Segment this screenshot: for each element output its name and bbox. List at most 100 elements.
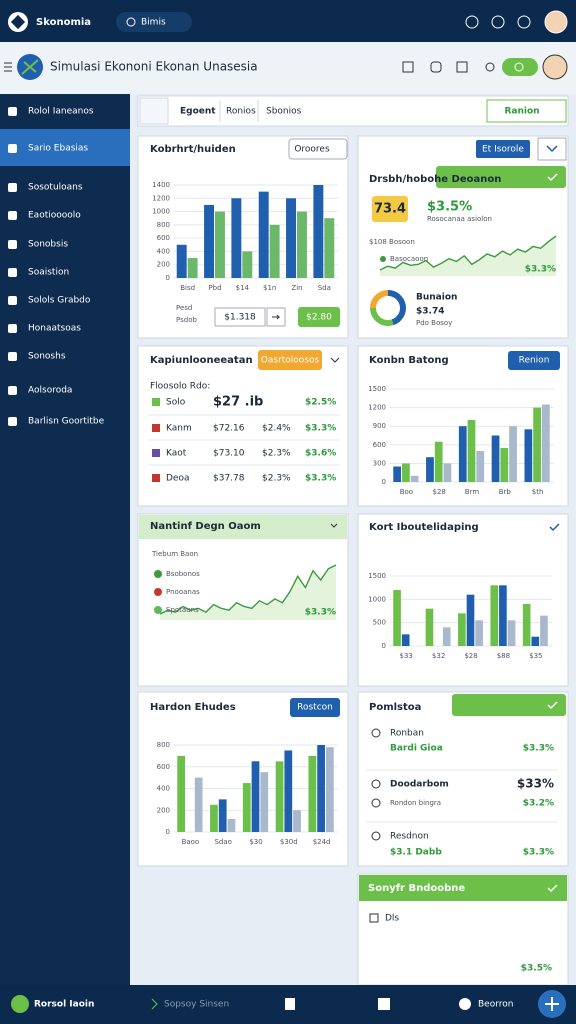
header (0, 42, 576, 94)
bar (531, 636, 540, 646)
table-cell: $37.78 (213, 474, 245, 484)
sidebar-icon (8, 211, 17, 220)
nav-item[interactable]: Sopsoy Sinsen (164, 1000, 229, 1010)
nav-item[interactable]: Rorsol Iaoin (34, 1000, 94, 1010)
bar (467, 420, 476, 482)
sidebar-item[interactable]: Sonobsis (28, 240, 68, 250)
bar (393, 466, 402, 482)
bar (500, 447, 509, 482)
sidebar-item[interactable]: Sosotuloans (28, 183, 83, 193)
nav-icon (11, 995, 29, 1013)
icon (491, 15, 505, 29)
card-title: Konbn Batong (369, 355, 449, 366)
y-tick-label: 800 (157, 741, 170, 749)
x-tick-label: $33 (400, 652, 413, 660)
table-cell: $3.3% (305, 474, 336, 484)
toggle-knob (514, 62, 524, 72)
sidebar-item[interactable]: Eaotioooolo (28, 211, 81, 221)
row-label: Ronban (390, 729, 424, 739)
button[interactable] (290, 698, 340, 717)
spark-line (159, 564, 337, 615)
button-label: Et Isorole (482, 145, 524, 155)
spark-area (380, 236, 556, 276)
sidebar-item[interactable]: Honaatsoas (28, 324, 81, 334)
bar (541, 404, 550, 482)
kpi-change: $3.5% (427, 200, 472, 215)
x-tick-label: Boo (400, 488, 413, 496)
y-tick-label: 400 (157, 785, 170, 793)
row-value: $33% (517, 777, 554, 791)
search-text: Bimis (141, 18, 166, 28)
toggle[interactable] (502, 58, 538, 76)
sidebar-item[interactable]: Rolol Ianeanos (28, 107, 94, 117)
search-icon (126, 17, 136, 27)
legend-label: Spotauns (166, 606, 199, 614)
button[interactable] (508, 351, 560, 370)
bar (476, 451, 485, 482)
bar (269, 224, 280, 278)
button[interactable] (258, 350, 322, 370)
nav-item[interactable]: Beorron (478, 1000, 513, 1010)
y-tick-label: 1400 (152, 181, 170, 189)
table-cell: $2.5% (305, 398, 336, 408)
donut-slice (370, 307, 394, 326)
button[interactable] (476, 140, 530, 158)
nav-icon (285, 998, 295, 1010)
row-value: $3.3% (523, 744, 554, 754)
check-icon (547, 884, 558, 893)
kpi: 73.4 (374, 202, 406, 217)
sidebar-item[interactable]: Soaistion (28, 268, 69, 278)
sidebar (0, 94, 130, 985)
row-icon (371, 728, 381, 738)
sidebar-item[interactable]: Sario Ebasias (28, 144, 88, 154)
row-label: $3.1 Dabb (390, 848, 442, 858)
x-tick-label: Zin (291, 284, 302, 292)
sidebar-item[interactable]: Barlisn Goortitbe (28, 417, 105, 427)
x-tick-label: $28 (464, 652, 477, 660)
sidebar-item[interactable]: Solols Grabdo (28, 296, 91, 306)
bar (522, 604, 531, 646)
tab-icon (139, 97, 169, 125)
avatar (544, 10, 568, 34)
avatar (542, 54, 568, 80)
y-tick-label: 300 (373, 459, 386, 467)
sidebar-item[interactable]: Aolsoroda (28, 386, 72, 396)
card-title: Kort Iboutelidaping (369, 522, 479, 533)
bar (231, 198, 242, 278)
tab-separator (219, 100, 259, 122)
spark-label: $108 Bosoon (369, 238, 415, 246)
y-tick-label: 600 (373, 441, 386, 449)
sidebar-icon (8, 296, 17, 305)
row-icon (371, 831, 381, 841)
tab-button[interactable] (486, 99, 567, 123)
sidebar-icon (8, 240, 17, 249)
table-cell: Solo (166, 398, 186, 408)
tab[interactable]: Sbonios (266, 107, 302, 117)
tab[interactable]: Egoent (180, 107, 216, 117)
bar (475, 620, 483, 646)
bar (426, 457, 434, 482)
donut-title: Bunaion (416, 293, 457, 303)
button[interactable] (298, 307, 340, 327)
tab[interactable]: Ronios (226, 107, 256, 117)
bar (509, 426, 517, 482)
y-tick-label: 200 (157, 806, 170, 814)
bar (410, 475, 419, 482)
input[interactable] (214, 307, 266, 327)
row-value: $3.5% (521, 964, 552, 974)
table-cell: $2.4% (262, 424, 291, 434)
x-tick-label: $14 (236, 284, 250, 292)
sidebar-icon (8, 268, 17, 277)
bar (194, 777, 203, 832)
x-tick-label: $88 (497, 652, 510, 660)
dropdown[interactable] (537, 137, 567, 161)
x-tick-label: Bisd (180, 284, 195, 292)
dropdown[interactable] (288, 138, 348, 160)
bar (442, 627, 451, 646)
search-box[interactable] (116, 12, 192, 32)
sidebar-icon (8, 386, 17, 395)
sidebar-item[interactable]: Sonoshs (28, 352, 66, 362)
icon (485, 62, 495, 72)
bar (533, 407, 541, 482)
